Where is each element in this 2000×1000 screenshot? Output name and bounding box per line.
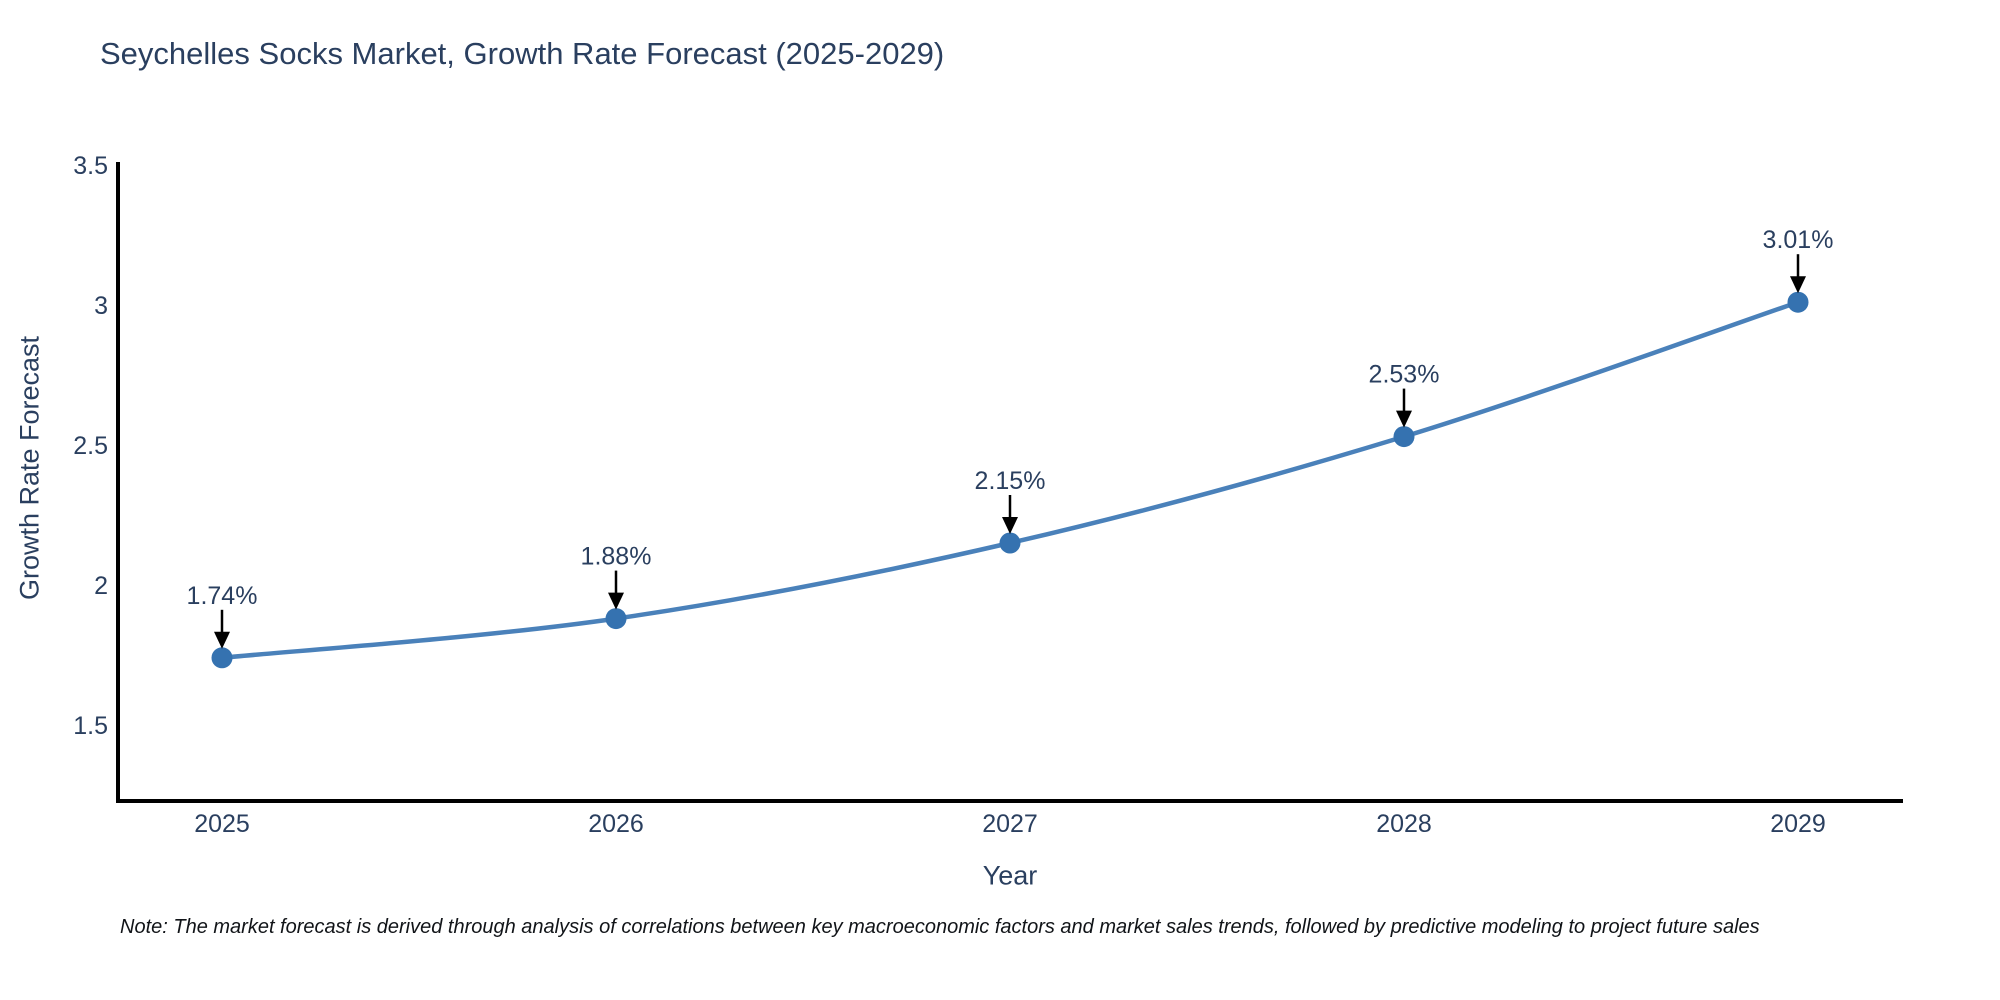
data-point-label: 3.01%	[1763, 226, 1834, 254]
data-point-label: 1.74%	[187, 582, 258, 610]
annotation-arrowhead-icon	[214, 631, 230, 649]
x-tick-label: 2025	[194, 810, 250, 838]
chart-title: Seychelles Socks Market, Growth Rate For…	[100, 36, 945, 71]
data-point-label: 2.15%	[975, 467, 1046, 495]
footnote: Note: The market forecast is derived thr…	[120, 916, 1760, 938]
annotation-arrowhead-icon	[608, 592, 624, 610]
x-tick-label: 2026	[588, 810, 644, 838]
annotation-arrowhead-icon	[1790, 276, 1806, 294]
y-tick-label: 2	[94, 572, 108, 600]
x-tick-label: 2029	[1770, 810, 1826, 838]
x-tick-label: 2028	[1376, 810, 1432, 838]
y-tick-label: 2.5	[73, 432, 108, 460]
data-point-label: 2.53%	[1369, 361, 1440, 389]
y-tick-label: 3	[94, 292, 108, 320]
data-point-marker-2028[interactable]	[1393, 426, 1415, 448]
data-point-marker-2026[interactable]	[605, 608, 627, 630]
annotation-arrowhead-icon	[1002, 517, 1018, 534]
x-tick-label: 2027	[982, 810, 1038, 838]
data-point-marker-2027[interactable]	[999, 532, 1021, 554]
x-axis-title: Year	[982, 860, 1038, 891]
annotation-arrowhead-icon	[1396, 410, 1412, 428]
y-tick-label: 1.5	[73, 712, 108, 740]
y-tick-label: 3.5	[73, 152, 108, 180]
data-point-marker-2025[interactable]	[211, 647, 233, 669]
data-point-label: 1.88%	[581, 543, 652, 571]
data-point-marker-2029[interactable]	[1787, 291, 1809, 313]
